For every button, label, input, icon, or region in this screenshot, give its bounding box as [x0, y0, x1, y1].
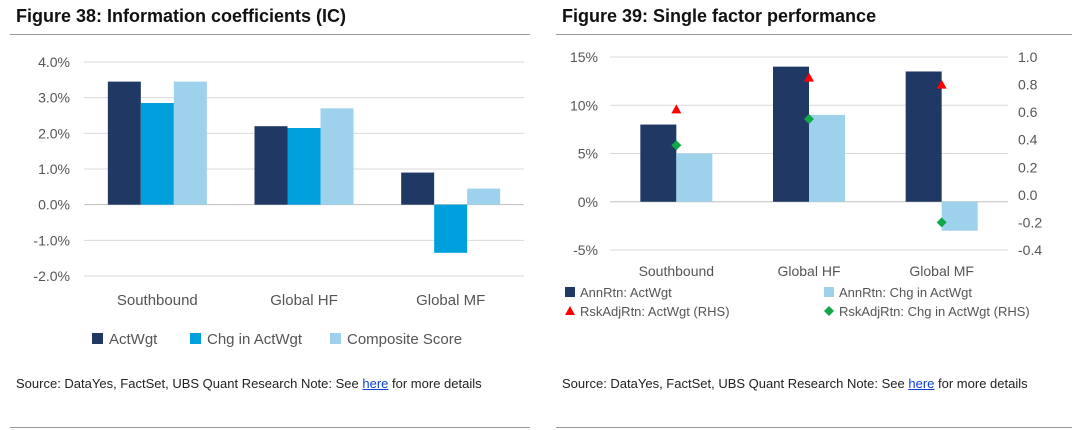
- fig39-bar-annrtn-actwgt: [773, 66, 809, 202]
- fig39-marker-rskadjrtn-actwgt-rhs: [804, 72, 814, 82]
- fig39-bar-annrtn-chg-in-actwgt: [676, 153, 713, 202]
- fig39-legend-swatch: [824, 306, 834, 316]
- fig38-legend-swatch: [330, 333, 341, 344]
- fig38-bar-chg-in-actwgt: [287, 127, 321, 205]
- figure-39-source-prefix: Source: DataYes, FactSet, UBS Quant Rese…: [562, 376, 909, 391]
- figure-39-title: Figure 39: Single factor performance: [562, 6, 877, 26]
- fig38-ytick-label: -1.0%: [33, 232, 70, 248]
- fig38-legend-label: Chg in ActWgt: [207, 331, 303, 348]
- fig38-bar-composite-score: [467, 188, 501, 205]
- figure-38-source-link[interactable]: here: [362, 376, 389, 391]
- fig39-y2tick-label: 0.4: [1018, 132, 1038, 148]
- figure-39-source: Source: DataYes, FactSet, UBS Quant Rese…: [562, 376, 1028, 391]
- fig39-ytick-label: 15%: [570, 49, 598, 65]
- fig38-bar-chg-in-actwgt: [140, 103, 174, 205]
- fig39-bar-annrtn-chg-in-actwgt: [941, 201, 978, 231]
- fig38-legend-label: ActWgt: [109, 331, 158, 348]
- fig39-legend-swatch: [565, 287, 575, 297]
- fig38-legend-swatch: [92, 333, 103, 344]
- fig38-bar-composite-score: [320, 108, 354, 205]
- fig39-legend-label: RskAdjRtn: Chg in ActWgt (RHS): [839, 304, 1030, 319]
- fig39-legend-label: AnnRtn: ActWgt: [580, 285, 672, 300]
- fig38-bar-chg-in-actwgt: [434, 204, 468, 253]
- fig38-category-label: Global HF: [270, 292, 338, 309]
- figure-38-title: Figure 38: Information coefficients (IC): [16, 6, 347, 26]
- fig39-y2tick-label: 0.6: [1018, 104, 1038, 120]
- fig38-ytick-label: -2.0%: [33, 268, 70, 284]
- figure-39-bottom-rule: [556, 427, 1072, 428]
- fig39-ytick-label: 0%: [578, 194, 598, 210]
- fig39-marker-rskadjrtn-chg-in-actwgt-rhs: [804, 114, 814, 125]
- fig38-ytick-label: 0.0%: [38, 197, 70, 213]
- fig38-bar-actwgt: [107, 81, 141, 205]
- fig39-legend-label: AnnRtn: Chg in ActWgt: [839, 285, 972, 300]
- fig38-bar-actwgt: [254, 126, 288, 205]
- fig38-bar-composite-score: [173, 81, 207, 205]
- fig38-ytick-label: 2.0%: [38, 125, 70, 141]
- figure-39-source-link[interactable]: here: [908, 376, 935, 391]
- fig39-bar-annrtn-chg-in-actwgt: [809, 114, 845, 202]
- figure-39-title-rule: [556, 34, 1072, 35]
- fig39-bar-annrtn-actwgt: [905, 71, 942, 202]
- figure-38-source: Source: DataYes, FactSet, UBS Quant Rese…: [16, 376, 482, 391]
- fig39-legend-swatch: [565, 306, 575, 315]
- fig38-category-label: Global MF: [416, 292, 485, 309]
- figure-38-source-suffix: for more details: [388, 376, 482, 391]
- figure-38-bottom-rule: [10, 427, 530, 428]
- fig39-y2tick-label: 1.0: [1018, 49, 1038, 65]
- fig39-marker-rskadjrtn-actwgt-rhs: [671, 104, 682, 114]
- fig38-ytick-label: 4.0%: [38, 54, 70, 70]
- fig38-ytick-label: 1.0%: [38, 161, 70, 177]
- fig39-ytick-label: -5%: [573, 242, 598, 258]
- fig39-marker-rskadjrtn-chg-in-actwgt-rhs: [671, 140, 682, 151]
- fig38-category-label: Southbound: [117, 292, 198, 309]
- fig39-category-label: Southbound: [639, 263, 715, 279]
- fig39-category-label: Global HF: [777, 263, 840, 279]
- figure-38-title-rule: [10, 34, 530, 35]
- fig39-y2tick-label: 0.0: [1018, 187, 1038, 203]
- fig39-legend-label: RskAdjRtn: ActWgt (RHS): [580, 304, 730, 319]
- figure-39-source-suffix: for more details: [934, 376, 1028, 391]
- fig38-ytick-label: 3.0%: [38, 90, 70, 106]
- fig39-ytick-label: 5%: [578, 146, 598, 162]
- fig39-marker-rskadjrtn-actwgt-rhs: [936, 79, 947, 89]
- fig39-y2tick-label: -0.4: [1018, 242, 1042, 258]
- fig39-category-label: Global MF: [909, 263, 974, 279]
- figure-38-source-prefix: Source: DataYes, FactSet, UBS Quant Rese…: [16, 376, 363, 391]
- fig38-legend-swatch: [190, 333, 201, 344]
- fig39-marker-rskadjrtn-chg-in-actwgt-rhs: [936, 217, 947, 228]
- fig39-legend-swatch: [824, 287, 834, 297]
- fig39-y2tick-label: 0.2: [1018, 159, 1038, 175]
- fig39-y2tick-label: -0.2: [1018, 214, 1042, 230]
- fig39-y2tick-label: 0.8: [1018, 77, 1038, 93]
- fig38-legend-label: Composite Score: [347, 331, 462, 348]
- fig39-bar-annrtn-actwgt: [640, 124, 677, 202]
- fig38-bar-actwgt: [401, 172, 435, 205]
- fig39-ytick-label: 10%: [570, 97, 598, 113]
